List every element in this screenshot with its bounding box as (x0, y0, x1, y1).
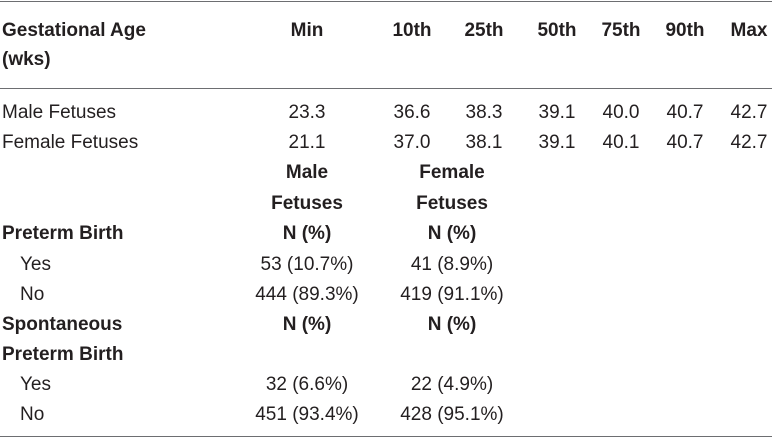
section-title-spontaneous-line2: Preterm Birth (2, 344, 124, 365)
cell-male-75th: 40.0 (602, 102, 640, 123)
section-spontaneous-col-male: N (%) (282, 314, 332, 335)
cell-male-90th: 40.7 (666, 102, 704, 123)
header-col-25th: 25th (464, 20, 504, 41)
top-rule (0, 1, 772, 2)
row-label-female-fetuses: Female Fetuses (2, 132, 139, 153)
cell-male-min: 23.3 (288, 102, 326, 123)
row-label-male-fetuses: Male Fetuses (2, 102, 117, 123)
preterm-row-no-male: 444 (89.3%) (255, 284, 359, 305)
cell-female-50th: 39.1 (538, 132, 576, 153)
section-title-preterm-birth: Preterm Birth (2, 223, 124, 244)
group-header-female-line1: Female (419, 162, 485, 183)
cell-female-10th: 37.0 (393, 132, 431, 153)
header-col-10th: 10th (392, 20, 432, 41)
preterm-row-yes-label: Yes (20, 254, 51, 275)
preterm-row-yes-male: 53 (10.7%) (260, 254, 354, 275)
preterm-row-yes-female: 41 (8.9%) (410, 254, 494, 275)
header-col-min: Min (290, 20, 324, 41)
cell-male-50th: 39.1 (538, 102, 576, 123)
group-header-male-line2: Fetuses (271, 193, 343, 214)
section-preterm-col-female: N (%) (427, 223, 477, 244)
header-col-75th: 75th (601, 20, 641, 41)
cell-male-25th: 38.3 (465, 102, 503, 123)
section-spontaneous-col-female: N (%) (427, 314, 477, 335)
preterm-row-no-female: 419 (91.1%) (400, 284, 504, 305)
preterm-row-no-label: No (20, 284, 45, 305)
spontaneous-row-yes-label: Yes (20, 374, 51, 395)
section-title-spontaneous-line1: Spontaneous (2, 314, 123, 335)
header-row-label-line1: Gestational Age (2, 20, 146, 41)
group-header-female-line2: Fetuses (416, 193, 488, 214)
header-col-90th: 90th (665, 20, 705, 41)
header-row-label-line2: (wks) (2, 49, 51, 70)
cell-male-max: 42.7 (730, 102, 768, 123)
spontaneous-row-no-male: 451 (93.4%) (255, 404, 359, 425)
cell-female-min: 21.1 (288, 132, 326, 153)
spontaneous-row-yes-male: 32 (6.6%) (265, 374, 349, 395)
cell-female-75th: 40.1 (602, 132, 640, 153)
bottom-rule (0, 436, 772, 437)
spontaneous-row-yes-female: 22 (4.9%) (410, 374, 494, 395)
cell-female-25th: 38.1 (465, 132, 503, 153)
section-preterm-col-male: N (%) (282, 223, 332, 244)
cell-female-max: 42.7 (730, 132, 768, 153)
spontaneous-row-no-label: No (20, 404, 45, 425)
header-col-50th: 50th (537, 20, 577, 41)
cell-male-10th: 36.6 (393, 102, 431, 123)
header-rule (0, 88, 772, 89)
header-col-max: Max (730, 20, 768, 41)
cell-female-90th: 40.7 (666, 132, 704, 153)
group-header-male-line1: Male (285, 162, 329, 183)
spontaneous-row-no-female: 428 (95.1%) (400, 404, 504, 425)
